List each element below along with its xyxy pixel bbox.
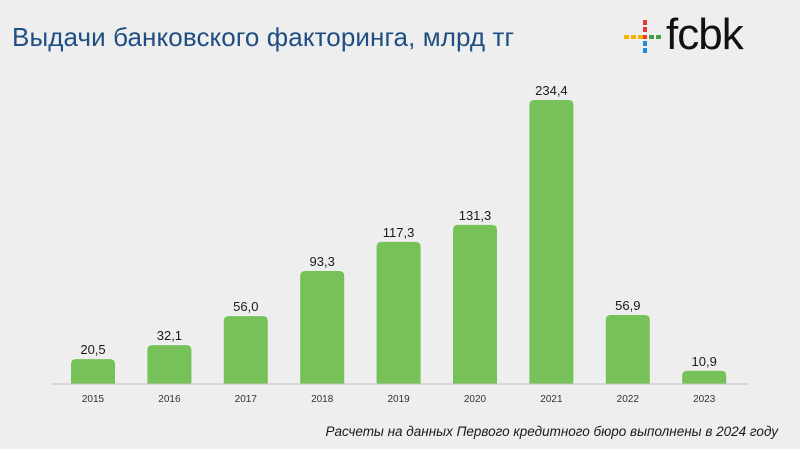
brand-logo: fcbk — [622, 10, 782, 62]
x-tick-label-2017: 2017 — [235, 394, 258, 405]
x-tick-label-2018: 2018 — [311, 394, 334, 405]
bar-2015 — [71, 359, 115, 384]
chart-title: Выдачи банковского факторинга, млрд тг — [12, 22, 515, 52]
x-tick-labels-group: 2015 2016 2017 2018 2019 2020 2021 2022 2023 — [82, 394, 716, 405]
value-label-2016: 32,1 — [157, 328, 182, 343]
bar-2020 — [453, 224, 497, 384]
value-label-2022: 56,9 — [615, 298, 640, 313]
value-label-2019: 117,3 — [383, 225, 415, 240]
footnote: Расчеты на данных Первого кредитного бюр… — [325, 424, 778, 439]
value-label-2015: 20,5 — [80, 342, 105, 357]
value-label-2018: 93,3 — [310, 254, 335, 269]
value-label-2017: 56,0 — [233, 299, 258, 314]
x-tick-label-2020: 2020 — [464, 394, 487, 405]
x-tick-label-2019: 2019 — [387, 394, 410, 405]
x-tick-label-2021: 2021 — [540, 394, 563, 405]
x-tick-label-2023: 2023 — [693, 394, 716, 405]
logo-wordmark: fcbk — [666, 10, 744, 59]
bar-2018 — [300, 270, 345, 384]
bar-2023 — [682, 370, 727, 384]
fcbk-logo-icon — [624, 20, 661, 53]
value-label-2021: 234,4 — [535, 83, 568, 98]
bar-2016 — [147, 345, 192, 384]
value-labels-group: 20,5 32,1 56,0 93,3 117,3 131,3 234,4 56,9 10,9 — [80, 83, 717, 369]
bar-2017 — [223, 316, 268, 384]
x-tick-label-2015: 2015 — [82, 394, 105, 405]
bar-2019 — [376, 241, 421, 384]
x-tick-label-2016: 2016 — [158, 394, 181, 405]
bars-group — [71, 100, 727, 384]
value-label-2020: 131,3 — [459, 208, 492, 223]
x-tick-label-2022: 2022 — [617, 394, 640, 405]
bar-2022 — [605, 315, 650, 384]
value-label-2023: 10,9 — [692, 354, 717, 369]
bar-2021 — [529, 100, 574, 384]
